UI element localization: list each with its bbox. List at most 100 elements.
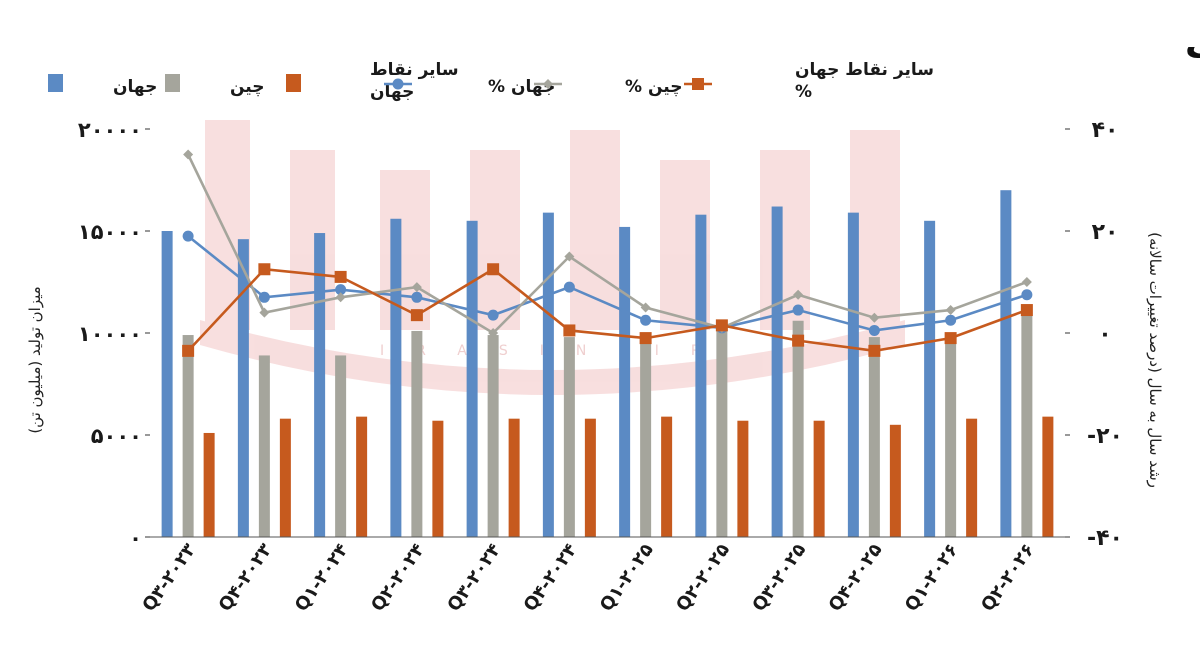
x-tick-label: Q۱-۲۰۲۵	[596, 540, 658, 616]
bar-rest	[889, 424, 901, 537]
legend-label: چین	[230, 77, 265, 97]
point-china-pct	[945, 305, 956, 316]
point-world-pct	[563, 281, 575, 293]
watermark-logo	[200, 120, 905, 395]
bar-world	[695, 214, 707, 537]
point-world-pct	[182, 230, 194, 242]
legend-label-line: %	[795, 82, 812, 102]
legend-marker	[692, 78, 704, 90]
point-rest-pct	[1020, 304, 1033, 317]
legend-swatch	[48, 74, 63, 92]
y-tick-label-left: ۰	[129, 526, 142, 550]
y-axis-title-right: رشد سال به سال (درصد تغییرات سالانه)	[1146, 232, 1164, 488]
line-rest-pct	[187, 267, 1028, 353]
bar-china	[335, 355, 347, 537]
bar-china	[182, 335, 194, 537]
point-china-pct	[640, 302, 651, 313]
point-world-pct	[487, 309, 499, 321]
legend-swatch	[286, 74, 301, 92]
point-world-pct	[868, 324, 880, 336]
legend-label: چین %	[625, 77, 682, 97]
bar-china	[411, 330, 423, 537]
y-tick-label-right: -۲۰	[1087, 424, 1123, 449]
point-china-pct	[488, 328, 499, 338]
point-china-pct	[869, 312, 880, 323]
bar-rest	[356, 416, 368, 537]
point-world-pct	[945, 314, 957, 326]
legend-label: سایر نقاط جهان	[370, 60, 459, 102]
y-axis-title-left: میزان تولید (میلیون تن)	[26, 286, 44, 433]
watermark-text: IRASIN.IR	[380, 343, 733, 359]
legend-marker	[392, 78, 404, 90]
legend-swatch	[165, 74, 180, 92]
x-tick-label: Q۳-۲۰۲۵	[748, 540, 810, 616]
legend-label-line: سایر نقاط	[370, 60, 459, 80]
bar-world	[237, 239, 249, 537]
point-china-pct	[259, 307, 270, 318]
point-world-pct	[640, 314, 652, 326]
bar-world	[161, 231, 173, 537]
y-tick-label-right: ۲۰	[1092, 220, 1119, 245]
bar-rest	[1042, 416, 1054, 537]
legend-label-line: سایر نقاط جهان	[795, 60, 934, 80]
legend-marker	[543, 79, 553, 89]
point-rest-pct	[639, 332, 652, 345]
bar-china	[792, 320, 804, 537]
point-rest-pct	[258, 263, 271, 276]
bar-world	[847, 212, 859, 537]
x-tick-label: Q۱-۲۰۲۴	[291, 540, 353, 616]
legend-label: جهان	[113, 77, 157, 97]
bar-world	[771, 206, 783, 537]
x-tick-label: Q۲-۲۰۲۶	[977, 540, 1039, 616]
point-china-pct	[1021, 277, 1032, 287]
point-world-pct	[258, 291, 270, 303]
legend-label: سایر نقاط جهان%	[795, 60, 934, 102]
bar-rest	[508, 418, 520, 537]
bar-rest	[737, 420, 749, 537]
bar-china	[640, 337, 652, 537]
bar-china	[487, 335, 499, 537]
point-world-pct	[1021, 289, 1033, 301]
bar-rest	[279, 418, 291, 537]
bar-china	[945, 341, 957, 537]
point-china-pct	[183, 149, 194, 160]
bar-world	[1000, 190, 1012, 537]
chart-title: تولید کارگاه‌های ذوب	[1185, 25, 1200, 67]
bar-china	[1021, 312, 1033, 537]
point-world-pct	[792, 304, 804, 316]
point-rest-pct	[487, 263, 500, 276]
x-tick-label: Q۳-۲۰۲۳	[138, 540, 200, 616]
point-rest-pct	[182, 344, 195, 357]
legend-label-line: جهان	[370, 82, 414, 102]
bar-china	[563, 337, 575, 537]
x-tick-label: Q۲-۲۰۲۴	[367, 540, 429, 616]
line-china-pct	[186, 153, 1028, 335]
point-world-pct	[411, 291, 423, 303]
point-rest-pct	[410, 309, 423, 322]
x-tick-label: Q۳-۲۰۲۴	[443, 540, 505, 616]
x-tick-label: Q۴-۲۰۲۳	[215, 540, 277, 616]
bar-world	[466, 220, 478, 538]
point-rest-pct	[944, 332, 957, 345]
bar-world	[619, 226, 631, 538]
bar-rest	[966, 418, 978, 537]
y-tick-label-right: -۴۰	[1087, 526, 1123, 551]
bar-china	[868, 337, 880, 537]
bar-world	[924, 220, 936, 538]
legend-label: جهان %	[488, 77, 555, 97]
y-tick-label-left: ۱۰۰۰۰	[78, 322, 142, 346]
bar-rest	[813, 420, 825, 537]
point-rest-pct	[334, 270, 347, 283]
bar-rest	[203, 432, 215, 537]
point-rest-pct	[792, 334, 805, 347]
bar-rest	[584, 418, 596, 537]
bar-china	[258, 355, 270, 537]
bar-china	[716, 330, 728, 537]
x-tick-label: Q۴-۲۰۲۴	[520, 540, 582, 616]
point-rest-pct	[715, 319, 728, 332]
x-tick-label: Q۲-۲۰۲۵	[672, 540, 734, 616]
y-tick-label-left: ۲۰۰۰۰	[78, 118, 142, 142]
point-china-pct	[564, 251, 575, 262]
